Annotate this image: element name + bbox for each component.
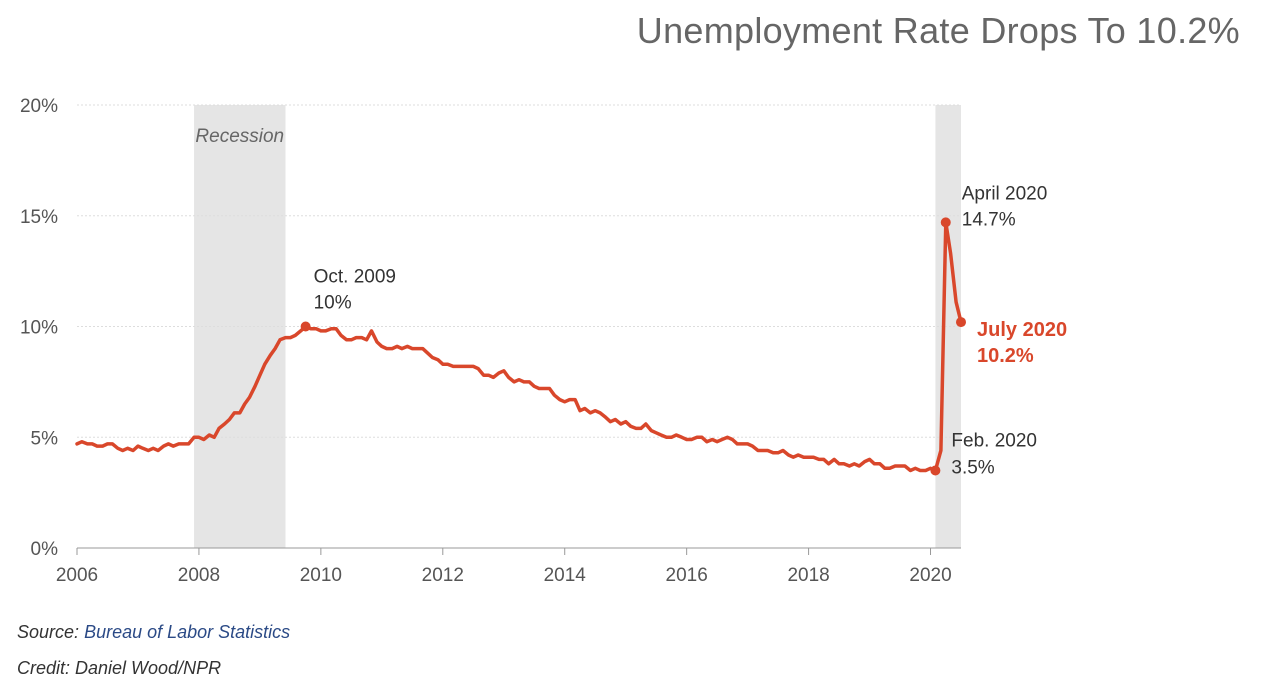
annotation-point: [940, 217, 951, 228]
annotation-value: 10.2%: [977, 345, 1034, 367]
axes: 0% 5% 10% 15% 20% 2006 2008 2010 2012 2014 2016 201…: [20, 96, 961, 586]
series-lines: [75, 220, 963, 473]
x-tick-label: 2016: [666, 565, 708, 586]
annotation-value: 3.5%: [951, 457, 994, 478]
x-tick-label: 2008: [178, 565, 220, 586]
y-tick-label: 0%: [31, 539, 59, 560]
annotation-point: [300, 321, 311, 332]
y-tick-label: 5%: [31, 428, 59, 449]
source-link[interactable]: Bureau of Labor Statistics: [84, 622, 291, 642]
annotation-value: 14.7%: [962, 209, 1016, 230]
annotation-point: [956, 317, 966, 328]
source-line: Source: Bureau of Labor Statistics: [17, 622, 290, 643]
annotation-label: Oct. 2009: [314, 267, 396, 288]
y-tick-label: 10%: [20, 318, 58, 339]
chart-title: Unemployment Rate Drops To 10.2%: [636, 10, 1240, 51]
x-tick-label: 2014: [544, 565, 587, 586]
annotation-label: Feb. 2020: [951, 430, 1037, 451]
shaded-region: [935, 105, 961, 548]
annotation-label: April 2020: [962, 183, 1048, 204]
y-tick-label: 15%: [20, 207, 58, 228]
x-tick-label: 2020: [909, 565, 951, 586]
x-tick-label: 2010: [300, 565, 342, 586]
line-chart: Recession 0% 5% 10% 15% 20% 2006 2008 2010 2012 2…: [20, 96, 1067, 586]
credit-line: Credit: Daniel Wood/NPR: [17, 658, 222, 678]
x-tick-label: 2012: [422, 565, 464, 586]
shaded-region: [194, 105, 286, 548]
region-label: Recession: [195, 126, 284, 147]
x-tick-label: 2018: [787, 565, 829, 586]
annotation-value: 10%: [314, 293, 352, 314]
annotations: Oct. 2009 10% April 2020 14.7% Feb. 2020 3.5%…: [300, 183, 1067, 478]
annotation-point: [930, 465, 941, 476]
series-line: [75, 220, 963, 473]
y-tick-label: 20%: [20, 96, 58, 117]
annotation-label: July 2020: [977, 319, 1067, 341]
gridlines: [77, 104, 961, 438]
source-label: Source:: [17, 622, 80, 642]
x-tick-label: 2006: [56, 565, 98, 586]
